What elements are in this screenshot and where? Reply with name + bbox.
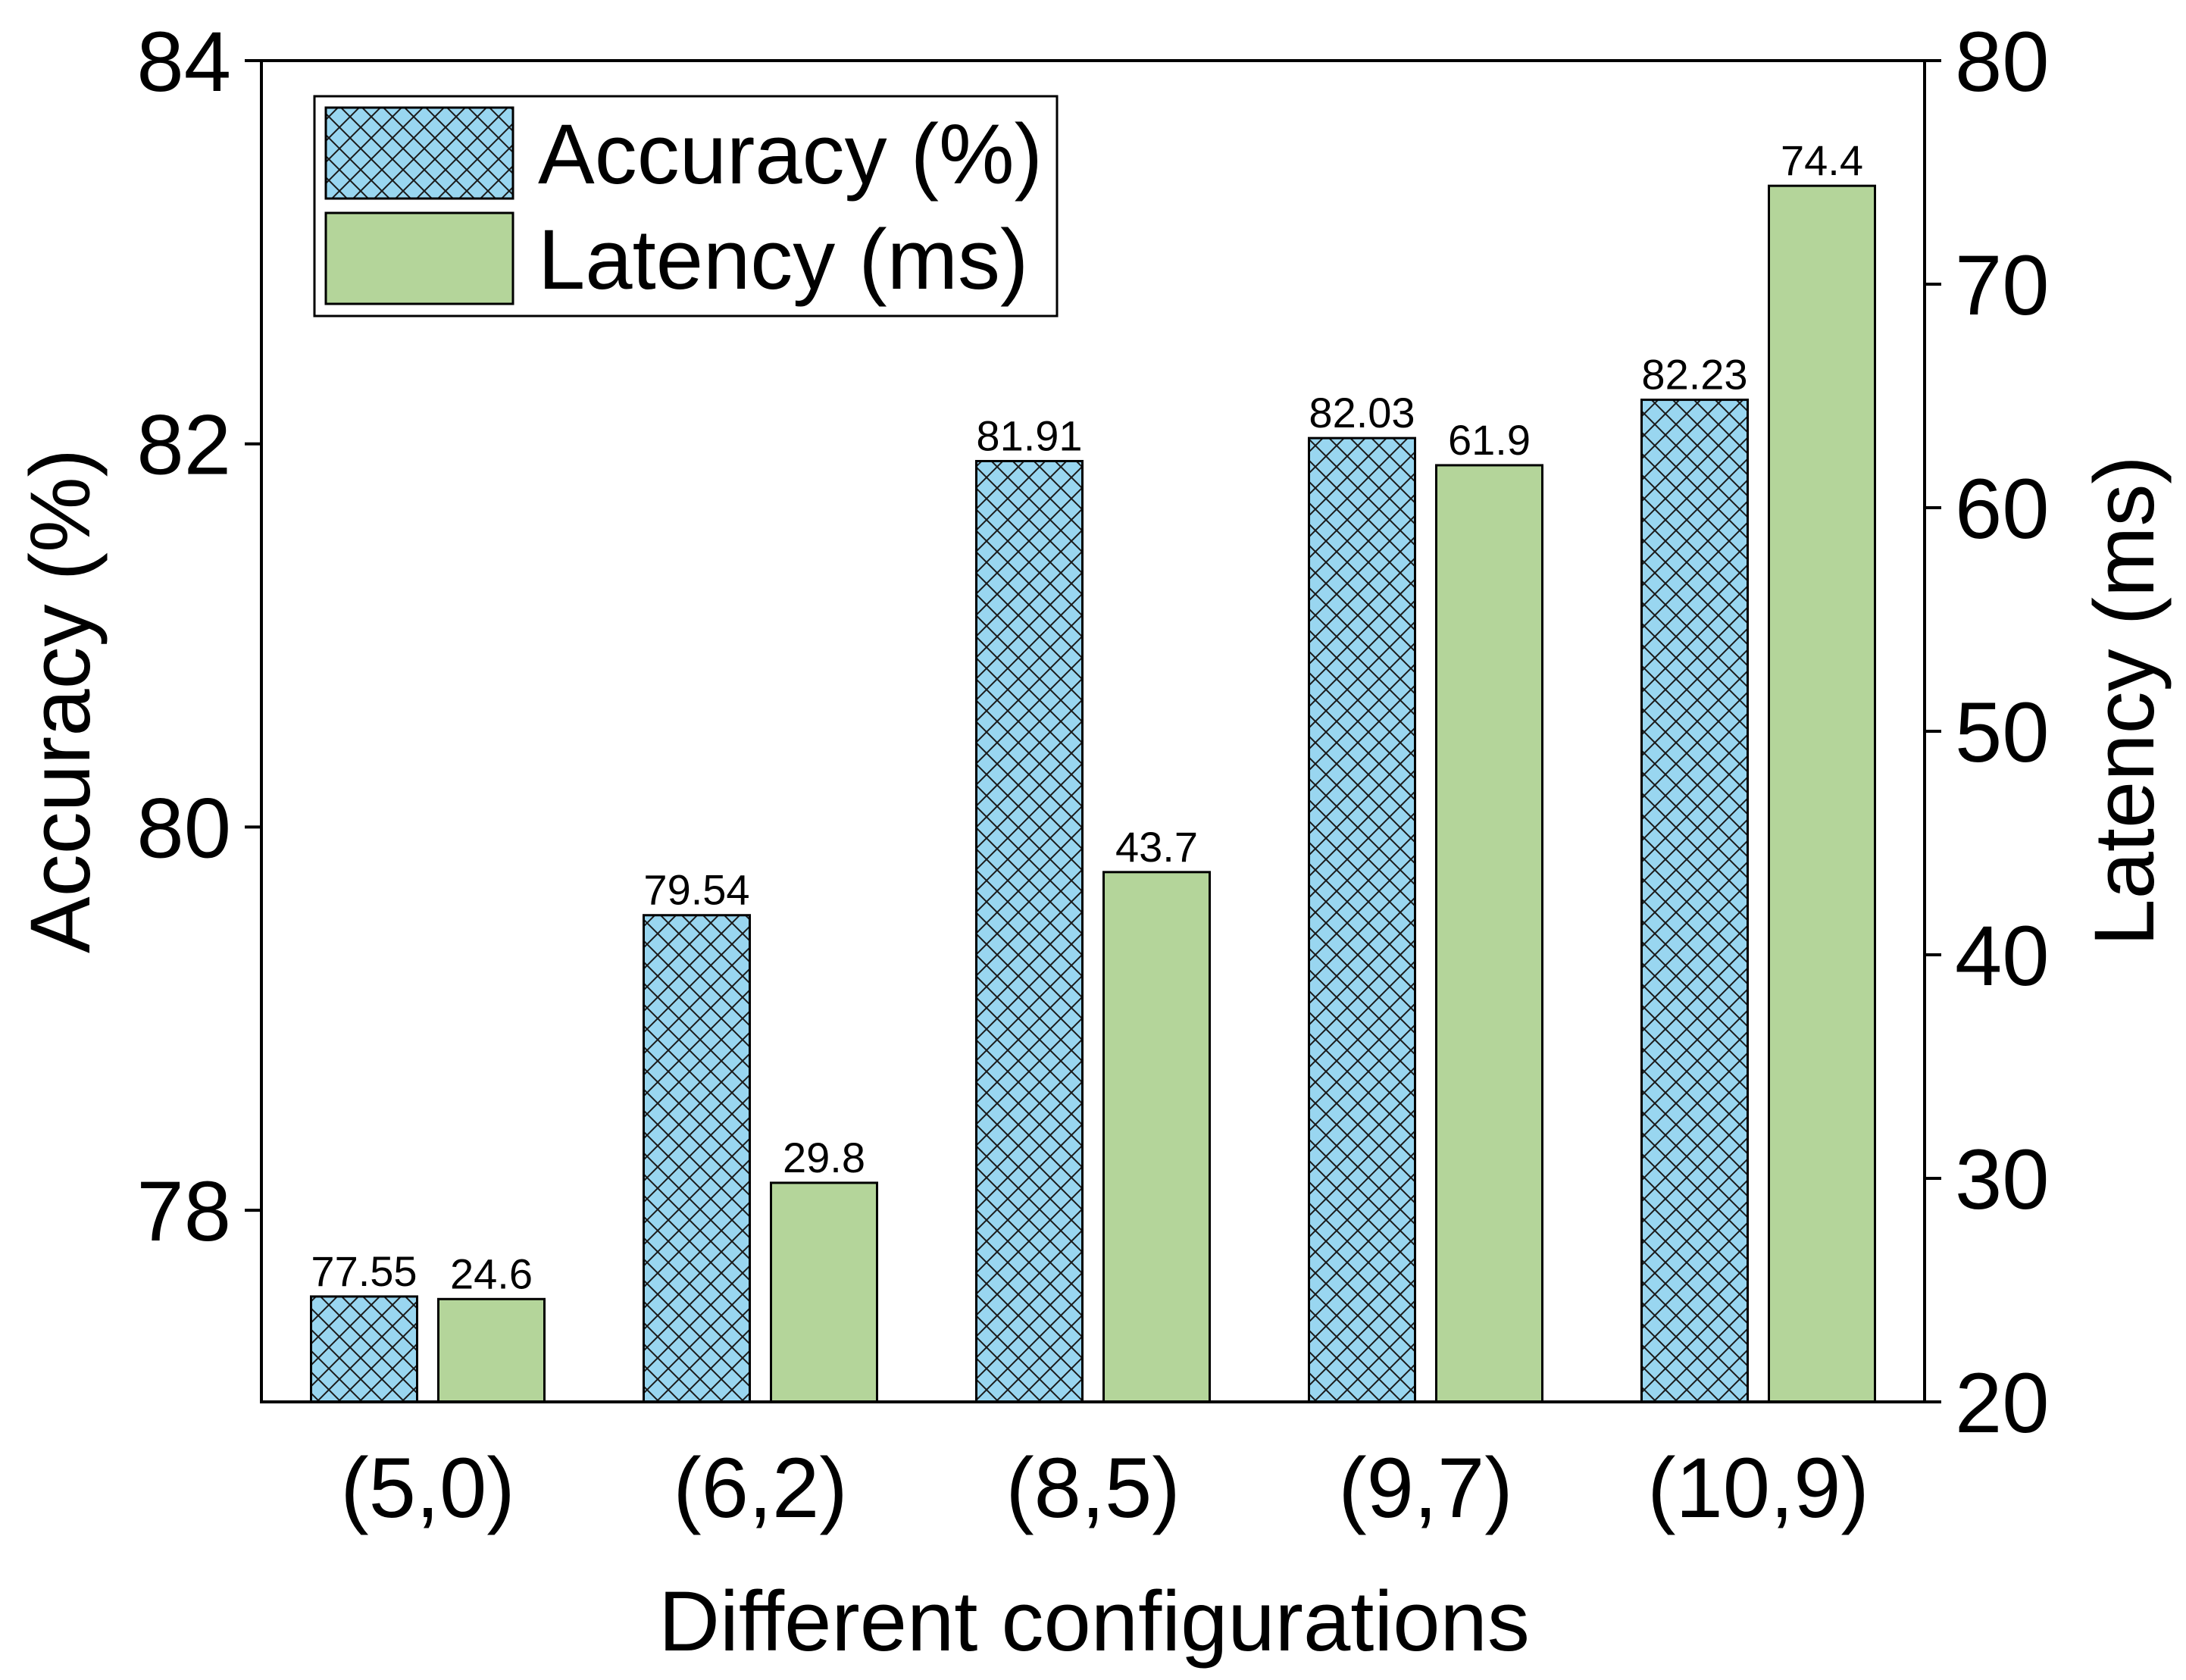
- bar-value-label: 24.6: [450, 1250, 533, 1297]
- legend-swatch-accuracy: [324, 106, 514, 200]
- x-tick-label: (8,5): [1005, 1441, 1180, 1535]
- bar-value-label: 82.03: [1309, 389, 1415, 436]
- plot-area: 77.55 24.6 79.54 29.8 81.91 43.7 82.03 61.9 82.2…: [310, 136, 1876, 1403]
- y-right-tick-label: 40: [1955, 909, 2050, 1003]
- bar-value-label: 79.54: [643, 866, 749, 914]
- y-right-tick-label: 70: [1955, 238, 2050, 333]
- x-tick-label: (6,2): [673, 1441, 847, 1535]
- y-right-tick-label: 50: [1955, 685, 2050, 780]
- bar-latency: [770, 1181, 878, 1403]
- x-tick-label: (10,9): [1647, 1441, 1869, 1535]
- bar-value-label: 82.23: [1641, 351, 1747, 399]
- y-left-tick-label: 82: [136, 398, 231, 493]
- legend: Accuracy (%) Latency (ms): [313, 95, 1059, 318]
- bar-latency: [1768, 184, 1876, 1403]
- axes: (5,0) (6,2) (8,5) (9,7) (10,9) 78 80 82 84 20 30 40…: [136, 14, 2049, 1535]
- x-axis-title: Different configurations: [658, 1574, 1530, 1669]
- bar-value-label: 29.8: [783, 1134, 865, 1181]
- bar-value-label: 81.91: [976, 411, 1082, 459]
- y-left-tick-label: 78: [136, 1164, 231, 1259]
- x-tick-label: (9,7): [1338, 1441, 1512, 1535]
- y-right-tick-label: 60: [1955, 461, 2050, 556]
- bar-accuracy: [975, 459, 1084, 1403]
- y-right-axis-title: Latency (ms): [2077, 455, 2172, 946]
- bar-accuracy: [1640, 399, 1749, 1403]
- bar-latency: [1102, 871, 1211, 1403]
- y-left-axis-title: Accuracy (%): [13, 449, 108, 953]
- y-right-tick-label: 80: [1955, 14, 2050, 109]
- bar-value-label: 43.7: [1115, 823, 1198, 871]
- bar-latency: [437, 1297, 546, 1403]
- bar-value-label: 77.55: [311, 1247, 417, 1295]
- bar-accuracy: [310, 1295, 418, 1403]
- y-left-tick-label: 80: [136, 781, 231, 875]
- bar-value-label: 61.9: [1448, 416, 1531, 464]
- y-left-tick-label: 84: [136, 14, 231, 109]
- x-tick-label: (5,0): [340, 1441, 514, 1535]
- legend-swatch-latency: [324, 211, 514, 305]
- bar-accuracy: [643, 914, 751, 1403]
- bar-value-label: 74.4: [1781, 136, 1863, 184]
- legend-label-accuracy: Accuracy (%): [538, 107, 1043, 202]
- y-right-tick-label: 30: [1955, 1132, 2050, 1227]
- bar-accuracy: [1308, 436, 1416, 1403]
- y-right-tick-label: 20: [1955, 1356, 2050, 1450]
- legend-label-latency: Latency (ms): [538, 212, 1028, 307]
- bar-latency: [1435, 464, 1543, 1403]
